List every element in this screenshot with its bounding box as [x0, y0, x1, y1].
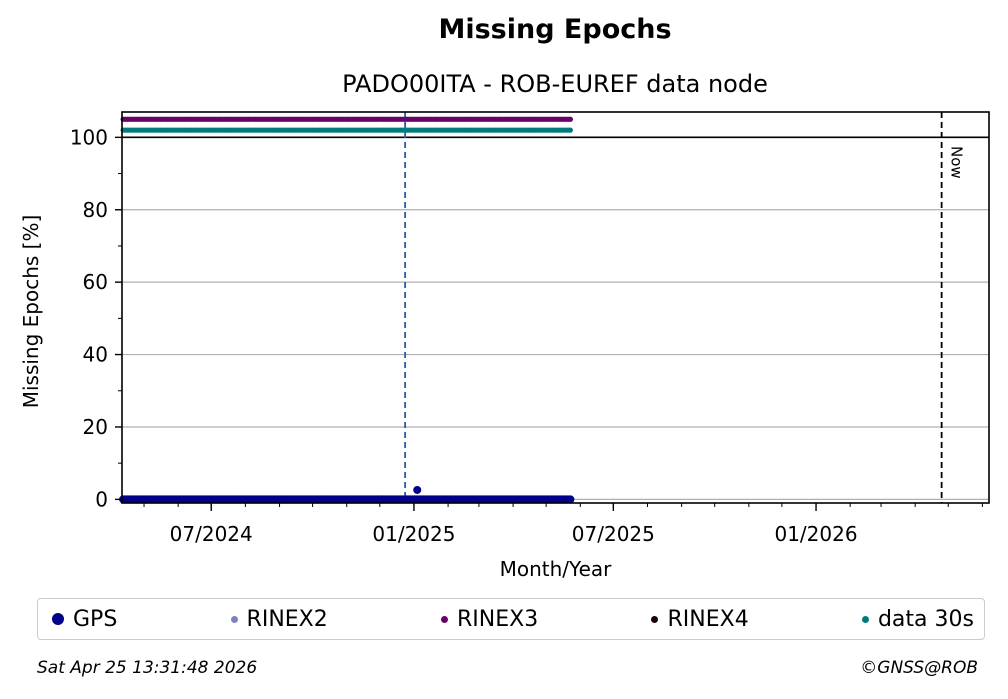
legend-label: RINEX4: [667, 606, 749, 632]
legend-item: GPS: [52, 607, 117, 632]
y-axis-label: Missing Epochs [%]: [19, 215, 43, 409]
series-rinex3: [120, 116, 573, 122]
y-tick-label: 20: [83, 415, 108, 439]
series-gps: [119, 485, 575, 504]
legend-marker-icon: [861, 615, 869, 623]
legend-item: RINEX2: [230, 606, 328, 632]
legend-label: RINEX3: [457, 606, 539, 632]
data-point: [566, 495, 575, 504]
legend: GPS RINEX2 RINEX3 RINEX4 data 30s: [37, 598, 985, 640]
plot-area: [122, 112, 989, 503]
legend-item: data 30s: [861, 606, 974, 632]
x-tick-label: 01/2026: [774, 522, 857, 546]
x-axis-label: Month/Year: [500, 557, 613, 581]
y-tick-label: 60: [83, 270, 108, 294]
legend-label: data 30s: [877, 606, 974, 632]
legend-item: RINEX4: [651, 606, 749, 632]
data-point: [567, 116, 573, 122]
now-label: Now: [948, 146, 966, 179]
timestamp: Sat Apr 25 13:31:48 2026: [37, 658, 258, 678]
chart-subtitle: PADO00ITA - ROB-EUREF data node: [342, 70, 768, 98]
y-tick-label: 80: [83, 198, 108, 222]
data-point: [413, 485, 422, 494]
chart-canvas: Now 0 20 40 60 80 100 07/2024 01/2025 07/2025 01/2…: [19, 111, 990, 581]
legend-marker-icon: [230, 615, 238, 623]
x-tick-label: 07/2025: [572, 522, 655, 546]
legend-marker-icon: [52, 613, 64, 625]
legend-label: RINEX2: [246, 606, 328, 632]
legend-marker-icon: [651, 615, 659, 623]
y-tick-label: 100: [70, 125, 108, 149]
series-data-30s: [120, 127, 573, 133]
axes-frame: [121, 111, 990, 504]
y-tick-label: 0: [95, 487, 108, 511]
copyright: ©GNSS@ROB: [860, 658, 978, 678]
legend-item: RINEX3: [441, 607, 538, 632]
data-point: [567, 127, 573, 133]
chart-title: Missing Epochs: [438, 14, 672, 45]
y-tick-label: 40: [83, 343, 108, 367]
x-tick-label: 01/2025: [372, 522, 455, 546]
legend-label: GPS: [73, 606, 118, 632]
x-tick-label: 07/2024: [170, 522, 253, 546]
legend-marker-icon: [441, 615, 449, 623]
